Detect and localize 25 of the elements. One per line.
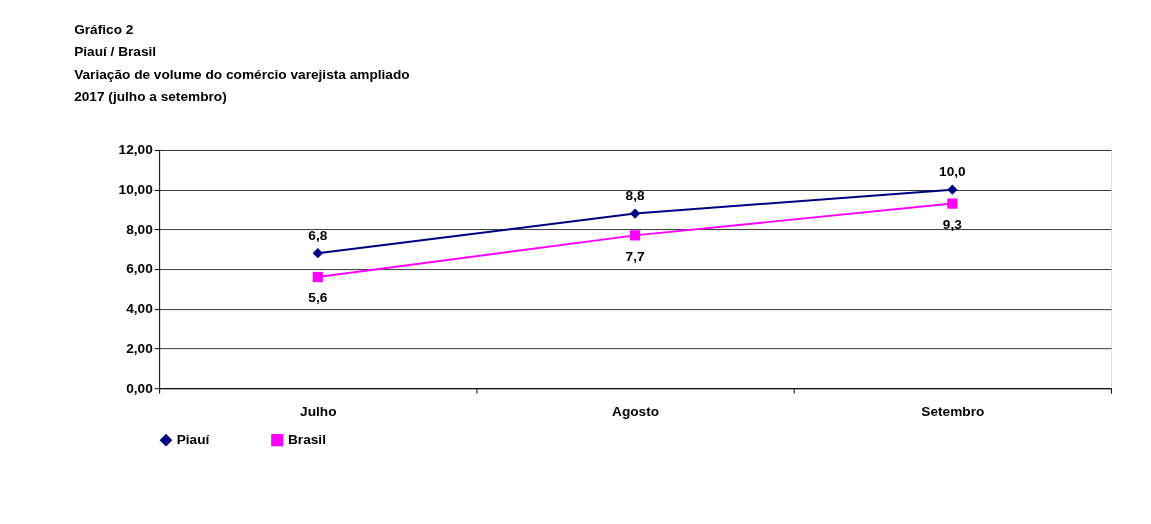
point [629, 208, 641, 219]
chart-title: Gráfico 2 Piauí / Brasil Variação de volume do comércio varejista ampliado 2017 (julho a setembro) [74, 21, 410, 105]
legend-label: Piauí [176, 432, 211, 448]
data-label: 7,7 [625, 248, 645, 264]
data-label: 9,3 [942, 216, 963, 232]
data-label: 10,0 [939, 164, 967, 180]
legend-label: Brasil [287, 432, 326, 448]
point [629, 230, 641, 241]
y-tick-label: 6,00 [126, 261, 154, 277]
y-tick-label: 2,00 [126, 340, 154, 356]
y-tick-label: 10,00 [118, 182, 154, 198]
data-label: 6,8 [308, 227, 328, 243]
x-tick-label: Julho [300, 404, 337, 420]
y-tick-label: 4,00 [126, 301, 154, 317]
y-tick-label: 12,00 [118, 142, 154, 158]
point [947, 184, 958, 195]
x-tick-label: Agosto [612, 404, 660, 420]
y-tick-label: 0,00 [126, 380, 154, 396]
y-tick-label: 8,00 [126, 221, 154, 237]
data-label: 5,6 [308, 290, 328, 306]
point [312, 271, 323, 283]
point [947, 198, 958, 209]
point [312, 248, 323, 259]
x-tick-label: Setembro [921, 404, 985, 420]
data-label: 8,8 [625, 187, 645, 203]
